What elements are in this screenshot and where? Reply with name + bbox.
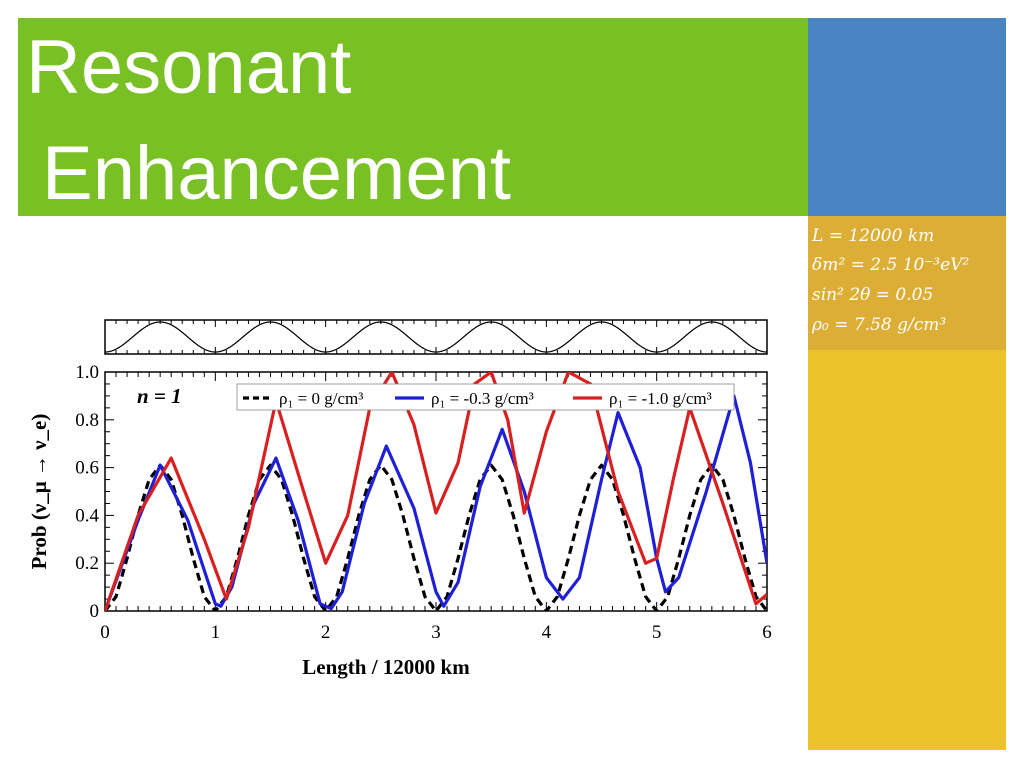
density-profile-panel bbox=[104, 319, 768, 355]
legend-label: ρ₁ = 0 g/cm³ bbox=[279, 389, 363, 408]
side-panel-blue bbox=[808, 18, 1006, 216]
probability-plot-panel: 0 1 2 3 4 5 6 0 0.2 0.4 0.6 0.8 1.0 Length / 12000 km… bbox=[27, 362, 772, 679]
y-tick-label: 0 bbox=[90, 601, 100, 622]
chart-legend: ρ₁ = 0 g/cm³ ρ₁ = -0.3 g/cm³ ρ₁ = -1.0 g/c… bbox=[236, 383, 735, 411]
slide-title-line-1: Resonant bbox=[26, 25, 352, 110]
x-tick-label: 4 bbox=[542, 622, 552, 643]
y-tick-label: 0.4 bbox=[75, 505, 99, 526]
y-tick-label: 1.0 bbox=[75, 362, 99, 383]
title-bar: Resonant Enhancement bbox=[18, 18, 808, 216]
legend-label: ρ₁ = -1.0 g/cm³ bbox=[609, 389, 712, 408]
x-tick-label: 0 bbox=[100, 622, 110, 643]
parameters-panel: L = 12000 km δm² = 2.5 10⁻³eV² sin² 2θ =… bbox=[808, 216, 1006, 350]
x-tick-label: 1 bbox=[211, 622, 221, 643]
y-tick-label: 0.6 bbox=[75, 458, 99, 479]
y-axis-title: Prob (ν_μ → ν_e) bbox=[27, 414, 51, 570]
x-tick-label: 2 bbox=[321, 622, 331, 643]
series-rho1-minus-1-0-line bbox=[105, 372, 767, 611]
y-tick-label: 0.2 bbox=[75, 553, 99, 574]
y-tick-label: 0.8 bbox=[75, 410, 99, 431]
side-panel-yellow bbox=[808, 350, 1006, 750]
x-tick-label: 5 bbox=[652, 622, 662, 643]
legend-box bbox=[236, 383, 735, 411]
probability-figure: 0 1 2 3 4 5 6 0 0.2 0.4 0.6 0.8 1.0 Length / 12000 km… bbox=[27, 319, 772, 679]
legend-label: ρ₁ = -0.3 g/cm³ bbox=[431, 389, 534, 408]
x-axis-title: Length / 12000 km bbox=[302, 655, 470, 679]
density-profile-curve bbox=[104, 321, 768, 353]
annotation-n: n = 1 bbox=[137, 384, 182, 408]
param-mixing-angle: sin² 2θ = 0.05 bbox=[812, 285, 934, 305]
x-tick-label: 6 bbox=[762, 622, 772, 643]
param-length: L = 12000 km bbox=[812, 226, 935, 246]
x-tick-label: 3 bbox=[431, 622, 441, 643]
param-density: ρ₀ = 7.58 g/cm³ bbox=[812, 315, 947, 335]
slide-title-line-2: Enhancement bbox=[42, 131, 511, 216]
param-mass-splitting: δm² = 2.5 10⁻³eV² bbox=[812, 255, 970, 275]
